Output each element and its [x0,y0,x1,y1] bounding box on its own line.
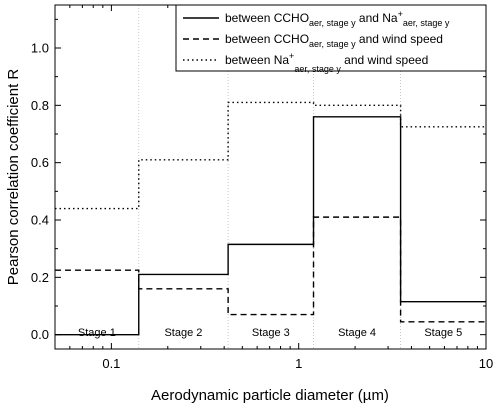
series-line-dotted [55,101,486,210]
stage-label: Stage 1 [78,327,116,339]
y-tick-label: 0.0 [31,327,49,342]
x-tick-label: 1 [295,356,302,371]
legend-text-part: between Na [225,53,289,67]
legend-text-part: aer, stage y [309,18,356,28]
legend-text-part: aer, stage y [309,39,356,49]
legend-text-part: between CCHO [225,11,309,25]
y-axis-title: Pearson correlation coefficient R [5,69,22,286]
series-line-dashed [55,216,486,323]
legend-text-part: + [289,51,294,61]
legend-text-part: + [398,9,403,19]
stage-label: Stage 5 [424,327,462,339]
legend-text-part: between CCHO [225,32,309,46]
legend-text-part: aer, stage y [294,64,341,74]
legend-text-part: and wind speed [356,32,443,46]
series-layer [55,101,486,336]
stage-label: Stage 3 [252,327,290,339]
legend-label: between CCHOaer, stage y and wind speed [225,32,443,49]
stage-label: Stage 4 [338,327,376,339]
x-tick-label: 10 [479,356,493,371]
stage-label: Stage 2 [164,327,202,339]
x-tick-label: 0.1 [102,356,120,371]
legend: between CCHOaer, stage y and Na+aer, sta… [175,4,487,74]
y-tick-label: 0.6 [31,155,49,170]
legend-label: between Na+aer, stage y and wind speed [225,51,428,74]
series-line-solid [55,116,486,336]
legend-text-part: and Na [356,11,398,25]
stage-labels: Stage 1 Stage 2 Stage 3 Stage 4 Stage 5 [78,327,462,339]
legend-label: between CCHOaer, stage y and Na+aer, sta… [225,9,450,28]
legend-box [175,4,487,72]
y-tick-label: 1.0 [31,41,49,56]
x-axis-title: Aerodynamic particle diameter (µm) [151,387,389,404]
legend-text-part: and wind speed [341,53,428,67]
y-tick-label: 0.8 [31,98,49,113]
y-tick-label: 0.4 [31,213,49,228]
legend-text-part: aer, stage y [403,18,450,28]
y-axis: 0.0 0.2 0.4 0.6 0.8 1.0 [31,18,486,342]
y-tick-label: 0.2 [31,270,49,285]
